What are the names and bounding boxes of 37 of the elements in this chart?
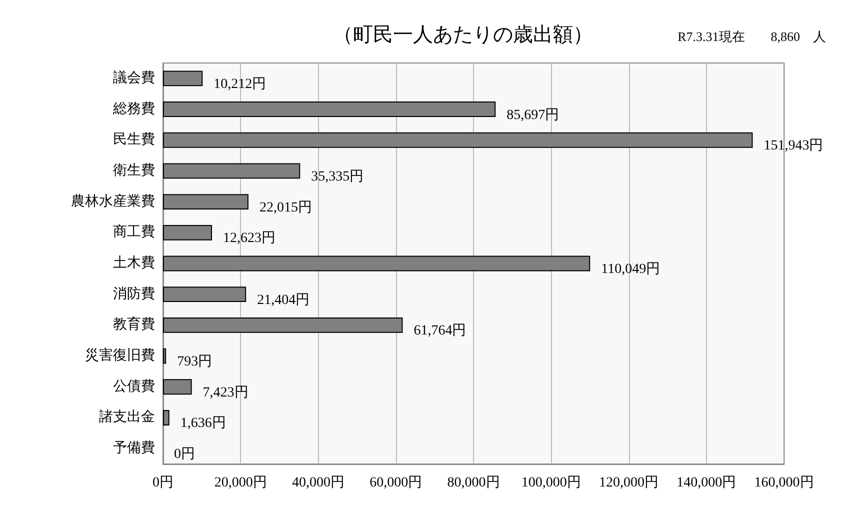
data-label: 35,335円: [311, 169, 364, 184]
y-tick-label: 教育費: [113, 316, 155, 333]
data-label: 7,423円: [202, 385, 248, 400]
y-tick-label: 議会費: [113, 70, 155, 86]
data-label: 793円: [177, 354, 212, 370]
data-label: 151,943円: [764, 138, 824, 154]
data-label: 10,212円: [214, 76, 266, 92]
x-tick-label: 60,000円: [370, 476, 422, 490]
x-tick-label: 160,000円: [754, 476, 814, 490]
y-tick-label: 商工費: [113, 224, 155, 240]
y-tick-label: 土木費: [113, 255, 155, 271]
chart-title: （町民一人あたりの歳出額）: [333, 24, 593, 46]
y-tick-label: 公債費: [113, 378, 155, 394]
y-tick-label: 予備費: [113, 440, 155, 456]
y-tick-label: 消防費: [113, 286, 155, 302]
x-tick-label: 40,000円: [292, 476, 344, 490]
data-label: 22,015円: [259, 200, 312, 216]
data-label: 12,623円: [222, 231, 276, 246]
y-tick-label: 農林水産業費: [71, 193, 155, 210]
y-tick-label: 衛生費: [113, 162, 155, 178]
x-tick-label: 100,000円: [521, 476, 581, 490]
data-label: 21,404円: [257, 292, 310, 308]
y-tick-label: 総務費: [112, 100, 155, 117]
data-label: 110,049円: [601, 262, 660, 277]
text: R7.3.31現在 8,860 人: [678, 29, 826, 44]
data-label: 1,636円: [180, 416, 226, 432]
x-tick-label: 120,000円: [599, 476, 658, 490]
data-label: 0円: [174, 447, 195, 462]
y-tick-label: 民生費: [113, 132, 155, 148]
x-tick-label: 140,000円: [676, 476, 736, 490]
x-tick-label: 20,000円: [214, 476, 267, 490]
x-tick-label: 80,000円: [447, 476, 500, 490]
y-tick-label: 災害復旧費: [85, 348, 155, 364]
data-label: 61,764円: [414, 324, 466, 339]
data-label: 85,697円: [506, 108, 560, 123]
y-tick-label: 諸支出金: [99, 409, 155, 426]
x-tick-label: 0円: [152, 476, 174, 490]
